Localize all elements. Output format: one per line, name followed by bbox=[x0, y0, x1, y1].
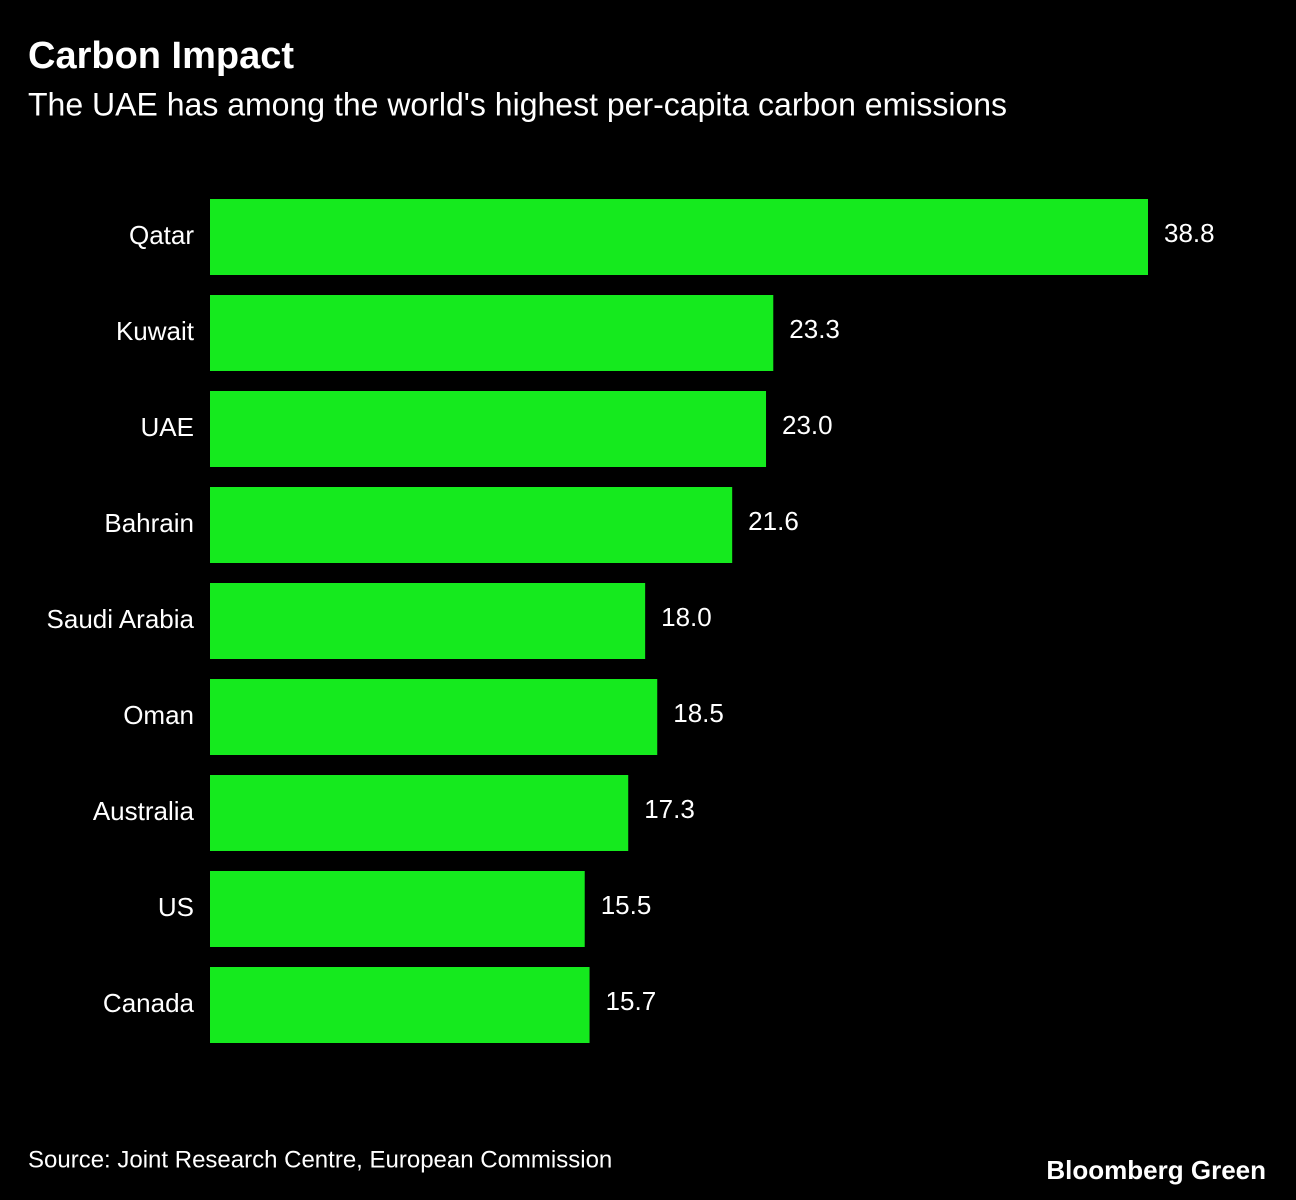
category-label: Qatar bbox=[129, 220, 194, 250]
chart-subtitle: The UAE has among the world's highest pe… bbox=[28, 86, 1007, 122]
bar bbox=[210, 583, 646, 659]
category-label: US bbox=[158, 892, 194, 922]
category-label: Oman bbox=[123, 700, 194, 730]
category-label: Kuwait bbox=[116, 316, 195, 346]
value-label: 38.8 bbox=[1164, 218, 1215, 248]
value-label: 17.3 bbox=[644, 794, 695, 824]
value-label: 18.5 bbox=[673, 698, 724, 728]
source-note: Source: Joint Research Centre, European … bbox=[28, 1146, 612, 1173]
category-label: Bahrain bbox=[104, 508, 194, 538]
bar bbox=[210, 679, 658, 755]
bar bbox=[210, 391, 767, 467]
value-label: 15.5 bbox=[601, 890, 652, 920]
bar bbox=[210, 775, 629, 851]
bar bbox=[210, 487, 733, 563]
bar bbox=[210, 295, 774, 371]
category-label: Canada bbox=[103, 988, 195, 1018]
bar bbox=[210, 199, 1148, 275]
bar bbox=[210, 967, 590, 1043]
brand: Bloomberg Green bbox=[1046, 1155, 1266, 1185]
category-label: Australia bbox=[93, 796, 195, 826]
bar bbox=[210, 871, 585, 947]
value-label: 18.0 bbox=[661, 602, 712, 632]
chart-title: Carbon Impact bbox=[28, 35, 294, 77]
value-label: 23.0 bbox=[782, 410, 833, 440]
category-label: UAE bbox=[141, 412, 194, 442]
value-label: 21.6 bbox=[748, 506, 799, 536]
value-label: 23.3 bbox=[789, 314, 840, 344]
value-label: 15.7 bbox=[606, 986, 657, 1016]
category-label: Saudi Arabia bbox=[47, 604, 195, 634]
